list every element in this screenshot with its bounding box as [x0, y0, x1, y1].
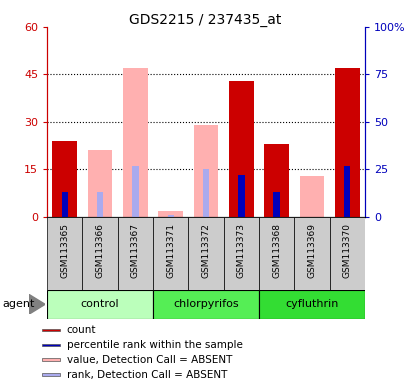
Text: GSM113371: GSM113371 — [166, 223, 175, 278]
Bar — [258, 217, 294, 290]
Bar — [42, 373, 60, 376]
Text: GSM113372: GSM113372 — [201, 223, 210, 278]
Bar — [258, 290, 364, 319]
Bar — [153, 290, 258, 319]
Bar — [167, 215, 173, 217]
Bar — [334, 68, 359, 217]
Bar — [47, 217, 82, 290]
Bar — [42, 358, 60, 361]
Bar — [61, 192, 68, 217]
Text: chlorpyrifos: chlorpyrifos — [173, 299, 238, 310]
Text: GSM113365: GSM113365 — [60, 223, 69, 278]
Bar — [153, 217, 188, 290]
Text: GSM113370: GSM113370 — [342, 223, 351, 278]
Text: GDS2215 / 237435_at: GDS2215 / 237435_at — [128, 13, 281, 27]
Bar — [158, 211, 183, 217]
Bar — [228, 81, 253, 217]
Bar — [97, 192, 103, 217]
Bar — [273, 192, 279, 217]
Text: control: control — [81, 299, 119, 310]
Bar — [42, 344, 60, 346]
Text: count: count — [67, 325, 96, 335]
Bar — [123, 68, 147, 217]
Bar — [299, 176, 324, 217]
Text: GSM113368: GSM113368 — [272, 223, 281, 278]
Text: GSM113369: GSM113369 — [307, 223, 316, 278]
Polygon shape — [29, 294, 45, 314]
Bar — [82, 217, 117, 290]
Text: agent: agent — [2, 299, 34, 310]
Bar — [343, 166, 350, 217]
Bar — [238, 175, 244, 217]
Text: GSM113373: GSM113373 — [236, 223, 245, 278]
Bar — [202, 169, 209, 217]
Bar — [188, 217, 223, 290]
Bar — [329, 217, 364, 290]
Bar — [47, 290, 153, 319]
Bar — [264, 144, 288, 217]
Text: value, Detection Call = ABSENT: value, Detection Call = ABSENT — [67, 355, 231, 365]
Text: GSM113366: GSM113366 — [95, 223, 104, 278]
Bar — [117, 217, 153, 290]
Bar — [88, 151, 112, 217]
Bar — [132, 166, 138, 217]
Text: percentile rank within the sample: percentile rank within the sample — [67, 340, 242, 350]
Text: rank, Detection Call = ABSENT: rank, Detection Call = ABSENT — [67, 370, 227, 380]
Text: cyfluthrin: cyfluthrin — [285, 299, 338, 310]
Text: GSM113367: GSM113367 — [130, 223, 139, 278]
Bar — [294, 217, 329, 290]
Bar — [193, 125, 218, 217]
Bar — [223, 217, 258, 290]
Bar — [42, 329, 60, 331]
Bar — [52, 141, 77, 217]
